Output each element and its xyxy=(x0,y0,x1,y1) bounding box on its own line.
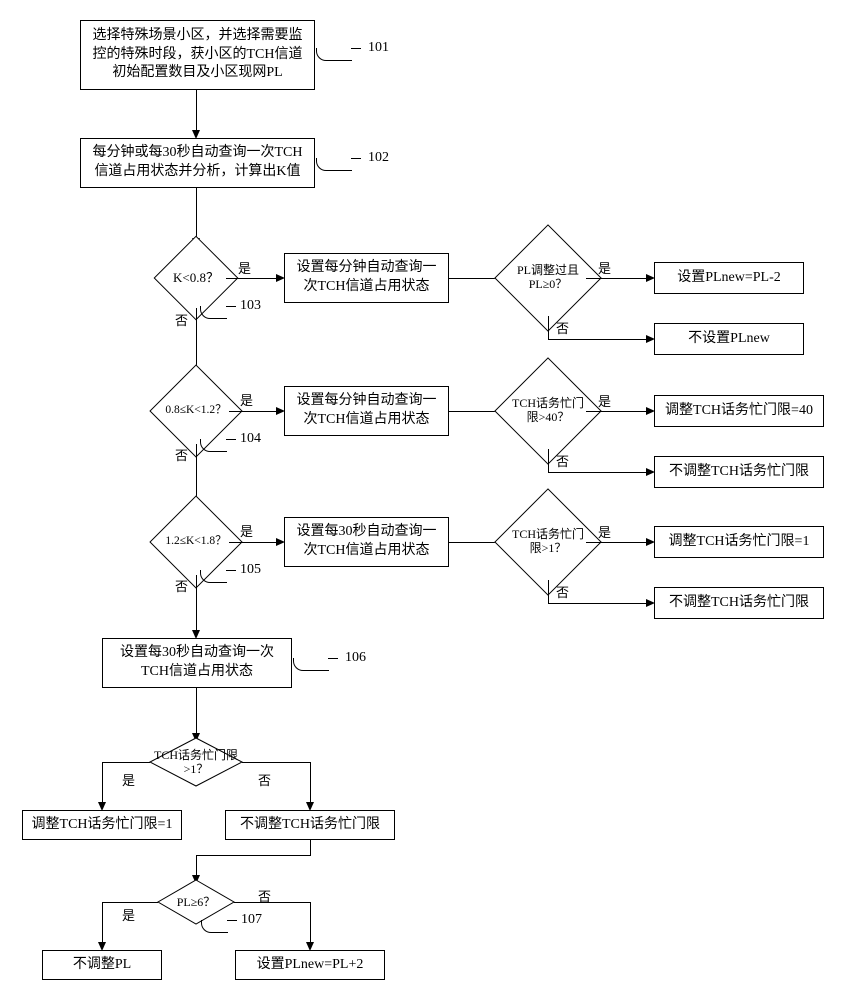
decision-105r: TCH话务忙门限>1？ xyxy=(510,504,586,580)
result-plnew-plus2: 设置PLnew=PL+2 xyxy=(235,950,385,980)
number-103: 103 xyxy=(240,298,261,314)
yes-label: 是 xyxy=(598,258,611,277)
result-notch-104: 不调整TCH话务忙门限 xyxy=(654,456,824,488)
number-106: 106 xyxy=(345,650,366,666)
no-label: 否 xyxy=(556,451,569,470)
yes-label: 是 xyxy=(122,770,135,789)
process-node-102: 每分钟或每30秒自动查询一次TCH信道占用状态并分析，计算出K值 xyxy=(80,138,315,188)
decision-105: 1.2≤K<1.8？ xyxy=(163,509,229,575)
result-no-plnew: 不设置PLnew xyxy=(654,323,804,355)
process-node-105b: 设置每30秒自动查询一次TCH信道占用状态 xyxy=(284,517,449,567)
decision-103r: PL调整过且PL≥0？ xyxy=(510,240,586,316)
no-label: 否 xyxy=(258,770,271,789)
decision-107: PL≥6？ xyxy=(158,880,234,924)
result-notch-bottom: 不调整TCH话务忙门限 xyxy=(225,810,395,840)
yes-label: 是 xyxy=(122,905,135,924)
number-102: 102 xyxy=(368,150,389,166)
result-tch40: 调整TCH话务忙门限=40 xyxy=(654,395,824,427)
result-tch1: 调整TCH话务忙门限=1 xyxy=(654,526,824,558)
number-101: 101 xyxy=(368,40,389,56)
number-105: 105 xyxy=(240,562,261,578)
decision-104: 0.8≤K<1.2？ xyxy=(163,378,229,444)
decision-tch-bottom: TCH话务忙门限>1？ xyxy=(150,738,242,786)
no-label: 否 xyxy=(175,310,188,329)
number-107: 107 xyxy=(241,912,262,928)
yes-label: 是 xyxy=(598,522,611,541)
result-notch-105: 不调整TCH话务忙门限 xyxy=(654,587,824,619)
yes-label: 是 xyxy=(598,391,611,410)
process-node-104b: 设置每分钟自动查询一次TCH信道占用状态 xyxy=(284,386,449,436)
yes-label: 是 xyxy=(240,521,253,540)
no-label: 否 xyxy=(556,318,569,337)
no-label: 否 xyxy=(175,445,188,464)
result-plnew-minus2: 设置PLnew=PL-2 xyxy=(654,262,804,294)
yes-label: 是 xyxy=(240,390,253,409)
process-node-106: 设置每30秒自动查询一次TCH信道占用状态 xyxy=(102,638,292,688)
process-node-103b: 设置每分钟自动查询一次TCH信道占用状态 xyxy=(284,253,449,303)
process-node-101: 选择特殊场景小区，并选择需要监控的特殊时段，获小区的TCH信道初始配置数目及小区… xyxy=(80,20,315,90)
no-label: 否 xyxy=(556,582,569,601)
no-label: 否 xyxy=(175,576,188,595)
result-no-adjust-pl: 不调整PL xyxy=(42,950,162,980)
decision-103: K<0.8？ xyxy=(166,248,226,308)
result-tch1-bottom: 调整TCH话务忙门限=1 xyxy=(22,810,182,840)
number-104: 104 xyxy=(240,431,261,447)
decision-104r: TCH话务忙门限>40？ xyxy=(510,373,586,449)
yes-label: 是 xyxy=(238,258,251,277)
